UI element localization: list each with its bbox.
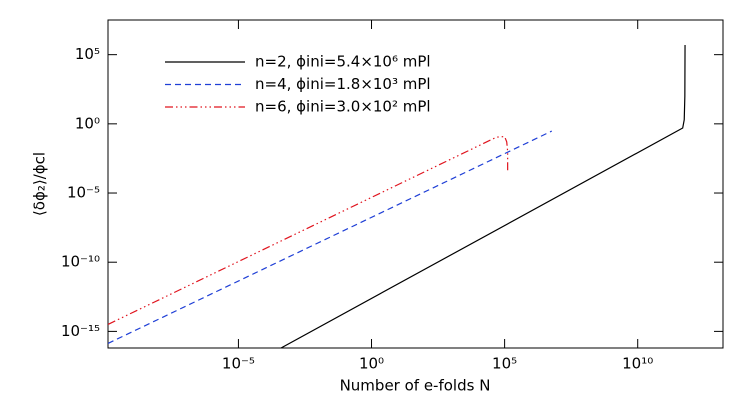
x-tick-label: 10⁵ bbox=[492, 355, 517, 373]
plot-frame bbox=[107, 19, 724, 349]
y-tick-label: 10⁻¹⁵ bbox=[61, 322, 100, 340]
legend-label: n=6, ϕini=3.0×10² mPl bbox=[255, 98, 431, 116]
y-tick-label: 10⁻⁵ bbox=[67, 184, 100, 202]
series-line bbox=[108, 130, 553, 344]
legend-label: n=4, ϕini=1.8×10³ mPl bbox=[255, 75, 431, 93]
x-tick-label: 10⁰ bbox=[359, 355, 384, 373]
series-line bbox=[280, 44, 686, 348]
x-tick-label: 10¹⁰ bbox=[622, 355, 653, 373]
x-tick-label: 10⁻⁵ bbox=[222, 355, 255, 373]
series-line bbox=[108, 135, 509, 325]
y-tick-label: 10⁻¹⁰ bbox=[61, 253, 100, 271]
x-axis-label: Number of e-folds N bbox=[340, 377, 491, 395]
y-axis-label: ⟨δϕ₂⟩/ϕcl bbox=[31, 152, 49, 216]
y-tick-label: 10⁰ bbox=[75, 114, 100, 132]
y-tick-label: 10⁵ bbox=[75, 45, 100, 63]
legend-label: n=2, ϕini=5.4×10⁶ mPl bbox=[255, 53, 431, 71]
